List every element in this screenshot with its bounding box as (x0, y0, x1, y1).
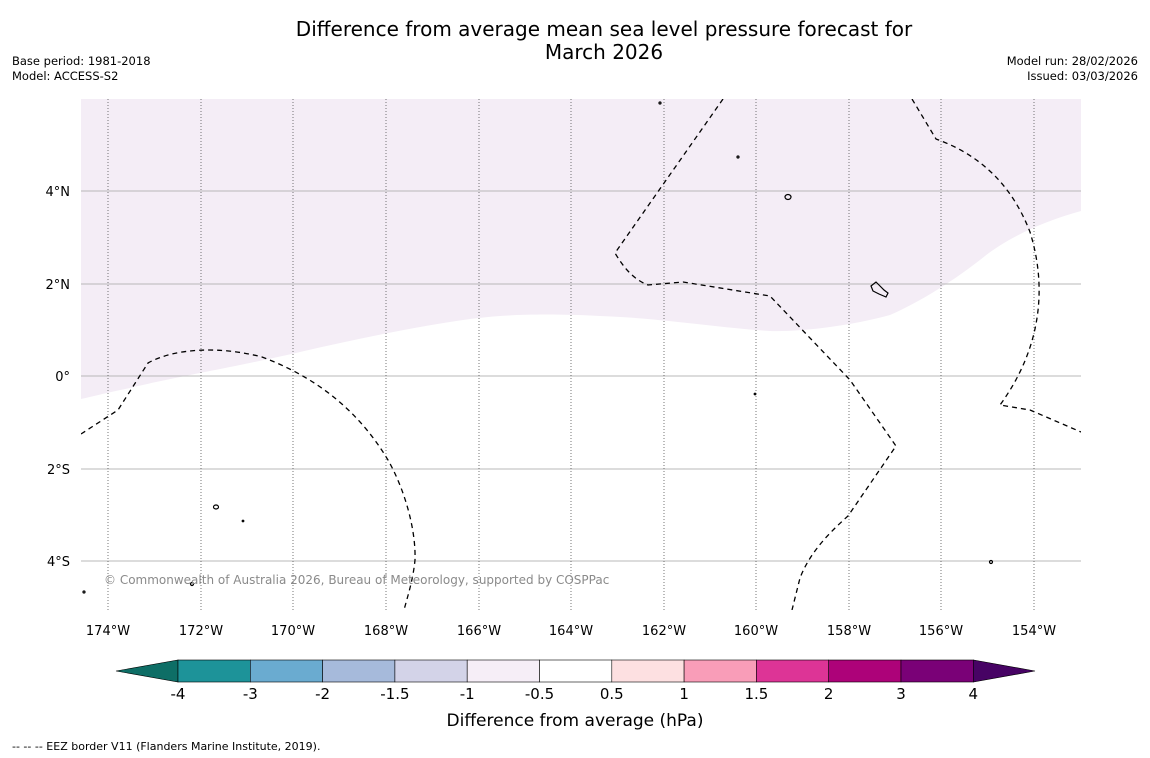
colorbar-label: 4 (969, 685, 979, 703)
lon-tick-label: 170°W (271, 624, 315, 639)
colorbar-label: -1.5 (380, 685, 409, 703)
colorbar-segment (466, 659, 540, 683)
colorbar-segment (177, 659, 251, 683)
lon-tick-label: 156°W (919, 624, 963, 639)
eez-borders (81, 99, 1081, 610)
island-kiritimati (870, 281, 889, 298)
colorbar-label: -4 (171, 685, 186, 703)
colorbar-label: -0.5 (525, 685, 554, 703)
colorbar-segment (539, 659, 613, 683)
colorbar-segment (756, 659, 830, 683)
lat-tick-label: 4°S (47, 555, 70, 570)
colorbar-segment (683, 659, 757, 683)
colorbar-label: 2 (824, 685, 834, 703)
island-small-2 (189, 581, 195, 587)
island-kingman (658, 101, 662, 105)
island-small-1 (241, 519, 245, 523)
lon-tick-label: 154°W (1012, 624, 1056, 639)
colorbar-label: 0.5 (600, 685, 624, 703)
colorbar-extend-low (115, 659, 179, 683)
title-line-2: March 2026 (544, 40, 664, 64)
island-small-4 (82, 590, 86, 594)
colorbar-segment (322, 659, 396, 683)
model-name: Model: ACCESS-S2 (12, 69, 119, 83)
lat-tick-label: 4°N (46, 185, 71, 200)
colorbar-label: -2 (315, 685, 330, 703)
meta-right: Model run: 28/02/2026 Issued: 03/03/2026 (1007, 54, 1138, 84)
lon-tick-label: 172°W (179, 624, 223, 639)
model-run: Model run: 28/02/2026 (1006, 54, 1138, 68)
colorbar-segment (250, 659, 323, 683)
eez-border-east (911, 99, 1081, 433)
base-period: Base period: 1981-2018 (12, 54, 151, 68)
lon-tick-label: 160°W (734, 624, 778, 639)
lon-gridlines (107, 99, 1035, 610)
colorbar-label: 3 (896, 685, 906, 703)
chart-title: Difference from average mean sea level p… (0, 18, 1150, 64)
colorbar-label: -3 (243, 685, 258, 703)
lon-tick-label: 164°W (549, 624, 593, 639)
colorbar-extend-high (972, 659, 1036, 683)
eez-border-kiribati-line (614, 99, 897, 610)
colorbar-label: 1 (679, 685, 689, 703)
island-small-3 (988, 559, 994, 565)
issued-date: Issued: 03/03/2026 (1027, 69, 1138, 83)
lon-tick-label: 174°W (86, 624, 130, 639)
meta-left: Base period: 1981-2018 Model: ACCESS-S2 (12, 54, 151, 84)
colorbar-title: Difference from average (hPa) (447, 711, 704, 731)
lon-tick-labels: 174°W 172°W 170°W 168°W 166°W 164°W 162°… (86, 624, 1056, 639)
lat-gridlines (81, 190, 1081, 562)
islands (82, 101, 994, 594)
eez-border-west (81, 349, 416, 610)
map-area: © Commonwealth of Australia 2026, Bureau… (81, 99, 1081, 610)
copyright-note: © Commonwealth of Australia 2026, Bureau… (104, 573, 609, 587)
colorbar-label: 1.5 (744, 685, 768, 703)
lon-tick-label: 162°W (642, 624, 686, 639)
lon-tick-label: 166°W (457, 624, 501, 639)
footer-eez-note: -- -- -- EEZ border V11 (Flanders Marine… (12, 740, 321, 753)
island-teraina (736, 155, 740, 159)
colorbar-segment (900, 659, 974, 683)
colorbar-label: -1 (460, 685, 475, 703)
lat-tick-label: 0° (55, 370, 70, 385)
lat-tick-label: 2°N (46, 278, 71, 293)
colorbar: -4 -3 -2 -1.5 -1 -0.5 0.5 1 1.5 2 3 4 (115, 659, 1036, 703)
anomaly-band-shading (81, 99, 1081, 399)
title-line-1: Difference from average mean sea level p… (295, 17, 913, 41)
lat-tick-labels: 4°N 2°N 0° 2°S 4°S (46, 185, 71, 570)
island-tabuaeran (784, 193, 792, 201)
colorbar-segment (394, 659, 468, 683)
lat-tick-label: 2°S (47, 463, 70, 478)
island-atoll-west (212, 504, 220, 510)
lon-tick-label: 168°W (364, 624, 408, 639)
colorbar-segment (828, 659, 902, 683)
colorbar-segment (611, 659, 685, 683)
lon-tick-label: 158°W (827, 624, 871, 639)
island-jarvis (753, 392, 757, 396)
